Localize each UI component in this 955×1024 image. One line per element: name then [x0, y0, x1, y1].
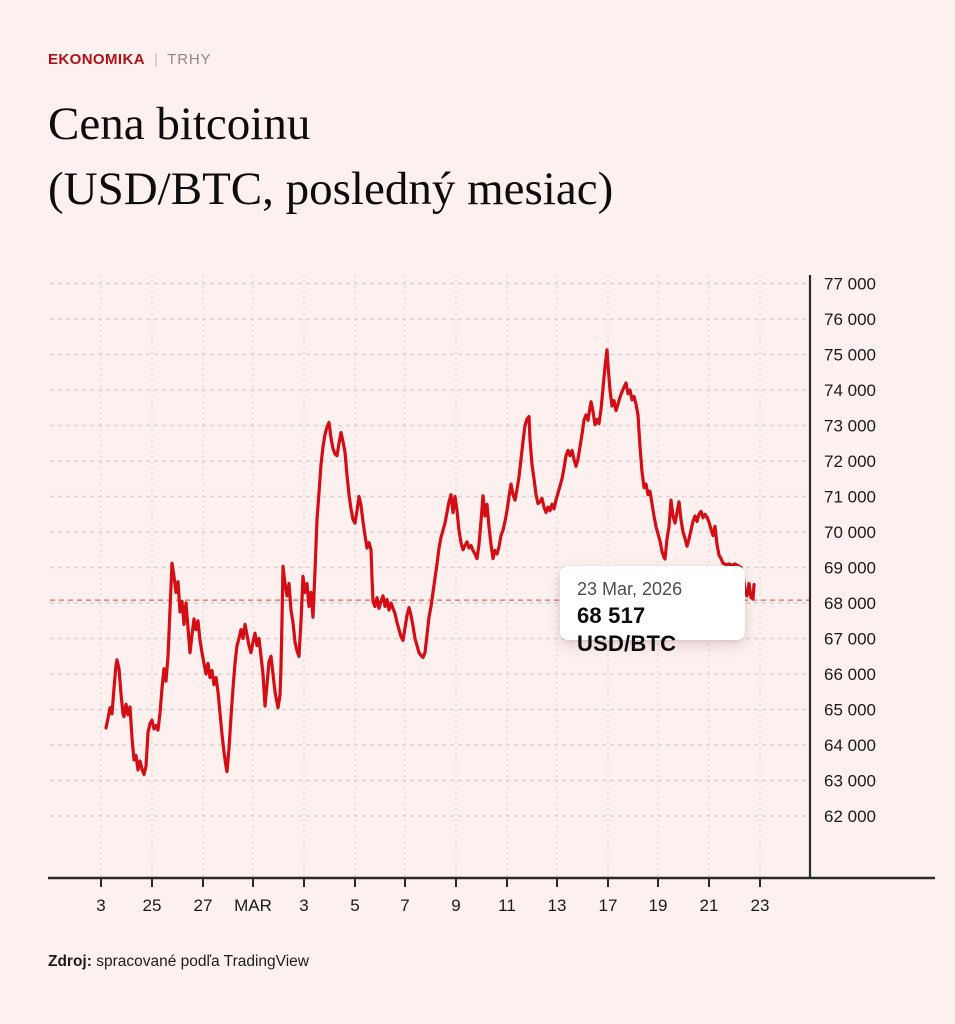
page-title-line2: (USD/BTC, posledný mesiac): [48, 163, 614, 215]
x-tick-label: 3: [96, 896, 105, 915]
page-title: Cena bitcoinu (USD/BTC, posledný mesiac): [48, 92, 613, 222]
x-tick-labels: 3 25 27 MAR 3 5 7 9 11 13 17 19 21 23: [96, 896, 769, 915]
y-tick-label: 63 000: [824, 772, 876, 791]
x-tick-label: 19: [649, 896, 668, 915]
x-tick-label: 25: [143, 896, 162, 915]
axes: [48, 275, 935, 880]
x-tick-label: 23: [751, 896, 770, 915]
x-tick-label: 17: [599, 896, 618, 915]
y-tick-label: 73 000: [824, 417, 876, 436]
tooltip-date: 23 Mar, 2026: [577, 579, 683, 599]
source-text: spracované podľa TradingView: [91, 953, 309, 970]
y-tick-label: 76 000: [824, 310, 876, 329]
y-tick-label: 71 000: [824, 488, 876, 507]
y-tick-label: 72 000: [824, 452, 876, 471]
breadcrumb-section-link[interactable]: EKONOMIKA: [48, 51, 145, 68]
x-tick-label: 27: [194, 896, 213, 915]
x-tick-label: 5: [350, 896, 359, 915]
y-tick-label: 67 000: [824, 630, 876, 649]
x-tick-label: 21: [700, 896, 719, 915]
source-label: Zdroj:: [48, 953, 92, 970]
y-tick-label: 65 000: [824, 701, 876, 720]
grid-horizontal: [50, 282, 810, 817]
x-tick-label: 9: [451, 896, 460, 915]
breadcrumb-separator: |: [153, 51, 159, 68]
y-tick-label: 64 000: [824, 736, 876, 755]
x-tick-label: MAR: [234, 896, 272, 915]
price-tooltip: 23 Mar, 2026 68 517 USD/BTC: [560, 566, 745, 656]
price-line: [104, 348, 756, 777]
x-tick-label: 11: [498, 896, 516, 915]
breadcrumb-subsection-link[interactable]: TRHY: [167, 51, 212, 68]
tooltip-value: 68 517 USD/BTC: [577, 603, 677, 656]
x-tick-label: 3: [299, 896, 308, 915]
source-note: Zdroj: spracované podľa TradingView: [48, 953, 309, 971]
y-tick-label: 77 000: [824, 275, 876, 294]
y-tick-label: 68 000: [824, 594, 876, 613]
y-tick-label: 62 000: [824, 807, 876, 826]
y-tick-label: 75 000: [824, 346, 876, 365]
y-tick-label: 66 000: [824, 665, 876, 684]
y-tick-label: 70 000: [824, 523, 876, 542]
y-tick-label: 69 000: [824, 559, 876, 578]
x-tick-label: 13: [548, 896, 567, 915]
breadcrumb: EKONOMIKA | TRHY: [48, 51, 211, 68]
page-title-line1: Cena bitcoinu: [48, 98, 311, 150]
y-tick-label: 74 000: [824, 381, 876, 400]
x-tick-label: 7: [400, 896, 409, 915]
y-tick-labels: 77 000 76 000 75 000 74 000 73 000 72 000 71 0…: [824, 275, 876, 827]
x-tick-marks: [100, 878, 761, 887]
